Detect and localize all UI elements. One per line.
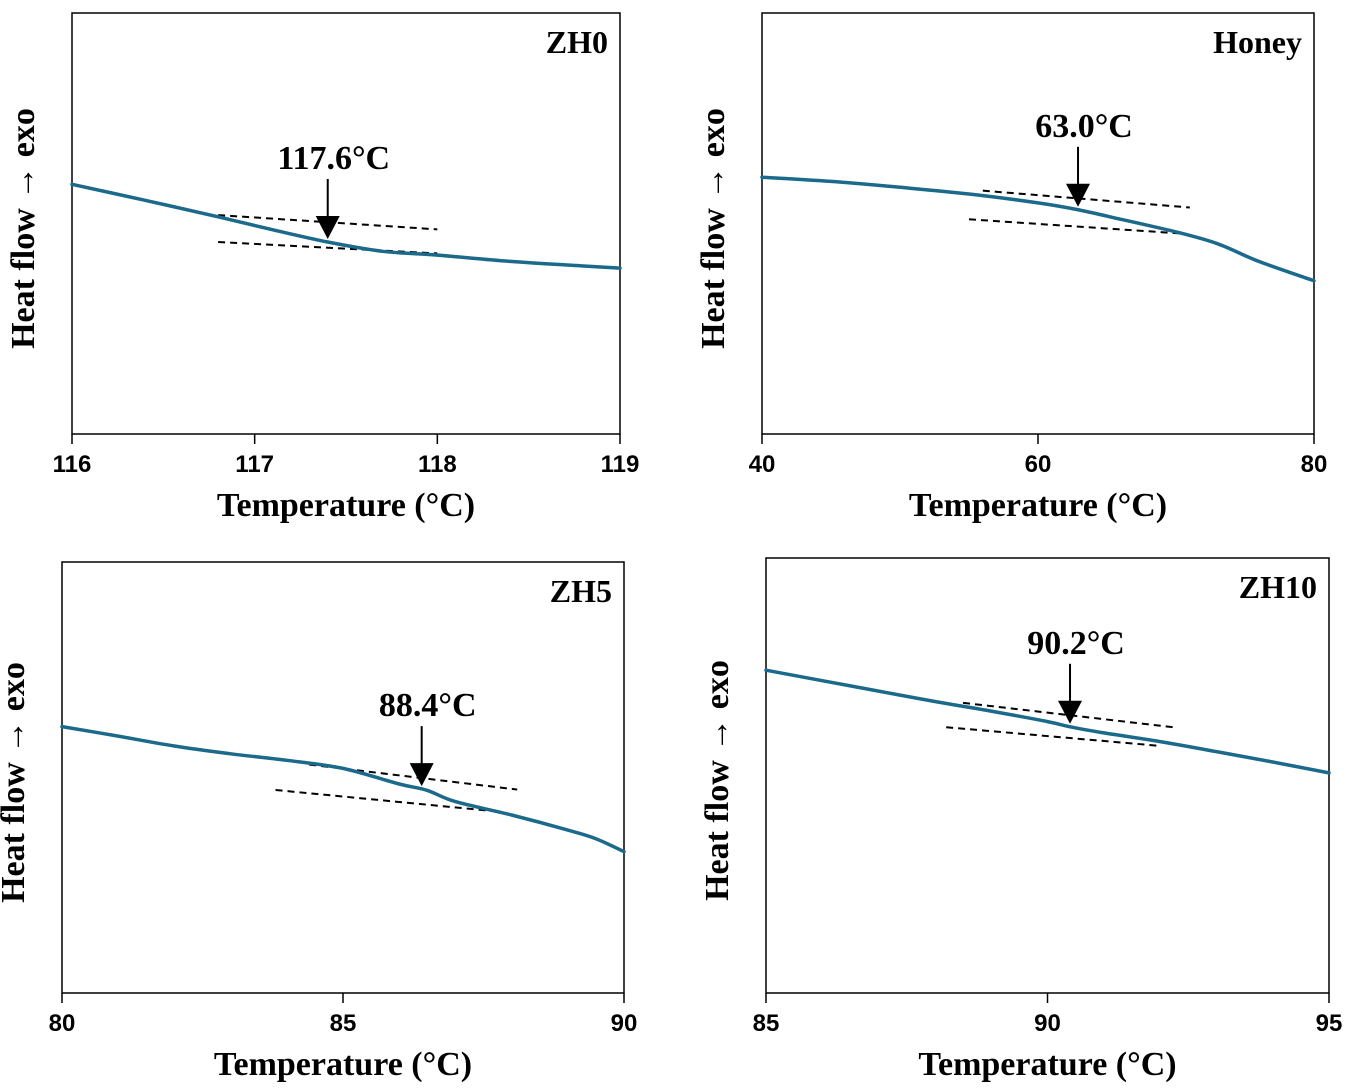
chart-top-left-x-tick-label: 116 [53, 451, 92, 478]
chart-top-right-plot-frame [761, 12, 1315, 435]
chart-top-left-x-tick-label: 117 [235, 451, 274, 478]
chart-top-left-sample-label: ZH0 [546, 24, 608, 60]
chart-bottom-left-y-axis-label: Heat flow → exo [0, 662, 32, 903]
chart-bottom-left: 80 85 90 Temperature (°C) Heat flow → exo ZH5… [0, 561, 638, 1083]
chart-top-right-series-line [760, 175, 1316, 283]
chart-bottom-right-plot-frame [765, 557, 1330, 994]
chart-bottom-left-x-tick-label: 85 [330, 1010, 357, 1037]
chart-bottom-left-annotation-arrowhead [409, 763, 434, 787]
chart-top-left: 116 117 118 119 Temperature (°C) Heat flow → … [5, 12, 640, 524]
chart-top-right-x-tick-label: 60 [1025, 451, 1052, 478]
chart-top-right-x-tick-label: 80 [1301, 451, 1328, 478]
chart-top-left-annotation-arrowhead [315, 216, 340, 240]
chart-bottom-left-x-axis-label: Temperature (°C) [214, 1046, 472, 1083]
chart-bottom-right: 85 90 95 Temperature (°C) Heat flow → exo ZH1… [699, 557, 1343, 1083]
chart-top-left-plot-frame [71, 12, 621, 435]
chart-bottom-right-annotation-label: 90.2°C [1027, 625, 1125, 662]
chart-top-right-annotation-arrowhead [1066, 183, 1091, 207]
chart-bottom-right-x-axis-label: Temperature (°C) [918, 1046, 1176, 1083]
chart-bottom-left-series-line [60, 724, 626, 854]
chart-top-left-x-axis-label: Temperature (°C) [217, 487, 475, 524]
chart-top-left-x-tick-label: 119 [601, 451, 640, 478]
chart-top-left-series-line [70, 182, 622, 270]
chart-bottom-right-x-tick-label: 90 [1034, 1010, 1061, 1037]
chart-bottom-left-x-tick-label: 90 [611, 1010, 638, 1037]
chart-top-right-tangent-line-1 [982, 189, 1190, 209]
chart-top-left-annotation-label: 117.6°C [277, 140, 390, 177]
chart-top-right-sample-label: Honey [1213, 24, 1302, 60]
chart-bottom-right-x-tick-label: 95 [1316, 1010, 1343, 1037]
chart-top-right-x-tick-label: 40 [749, 451, 776, 478]
chart-bottom-left-x-tick-label: 80 [49, 1010, 76, 1037]
chart-top-left-x-tick-label: 118 [418, 451, 457, 478]
chart-top-left-y-axis-label: Heat flow → exo [5, 108, 42, 349]
chart-bottom-left-sample-label: ZH5 [550, 573, 612, 609]
chart-bottom-right-y-axis-label: Heat flow → exo [699, 660, 736, 901]
chart-bottom-left-tangent-line-1 [309, 763, 518, 791]
chart-top-right-annotation-label: 63.0°C [1035, 108, 1133, 145]
chart-bottom-right-annotation-arrowhead [1058, 700, 1083, 724]
chart-bottom-right-x-tick-label: 85 [753, 1010, 780, 1037]
chart-bottom-left-annotation-label: 88.4°C [379, 687, 477, 724]
chart-bottom-right-series-line [764, 668, 1331, 775]
chart-bottom-left-plot-frame [61, 561, 625, 994]
chart-top-right-x-axis-label: Temperature (°C) [909, 487, 1167, 524]
chart-bottom-right-sample-label: ZH10 [1239, 569, 1317, 605]
chart-top-right: 40 60 80 Temperature (°C) Heat flow → exo Hon… [695, 12, 1328, 524]
chart-top-right-y-axis-label: Heat flow → exo [695, 108, 732, 349]
